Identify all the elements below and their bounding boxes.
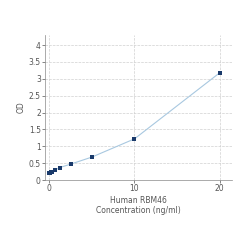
- Point: [48, 171, 52, 175]
- Point: [52, 168, 56, 172]
- Point: [68, 162, 72, 166]
- Point: [47, 171, 51, 175]
- Point: [48, 170, 52, 174]
- Point: [50, 170, 54, 173]
- Point: [58, 166, 62, 170]
- Point: [132, 137, 136, 141]
- Y-axis label: OD: OD: [17, 102, 26, 114]
- X-axis label: Human RBM46
Concentration (ng/ml): Human RBM46 Concentration (ng/ml): [96, 196, 181, 215]
- Point: [218, 71, 222, 75]
- Point: [90, 155, 94, 159]
